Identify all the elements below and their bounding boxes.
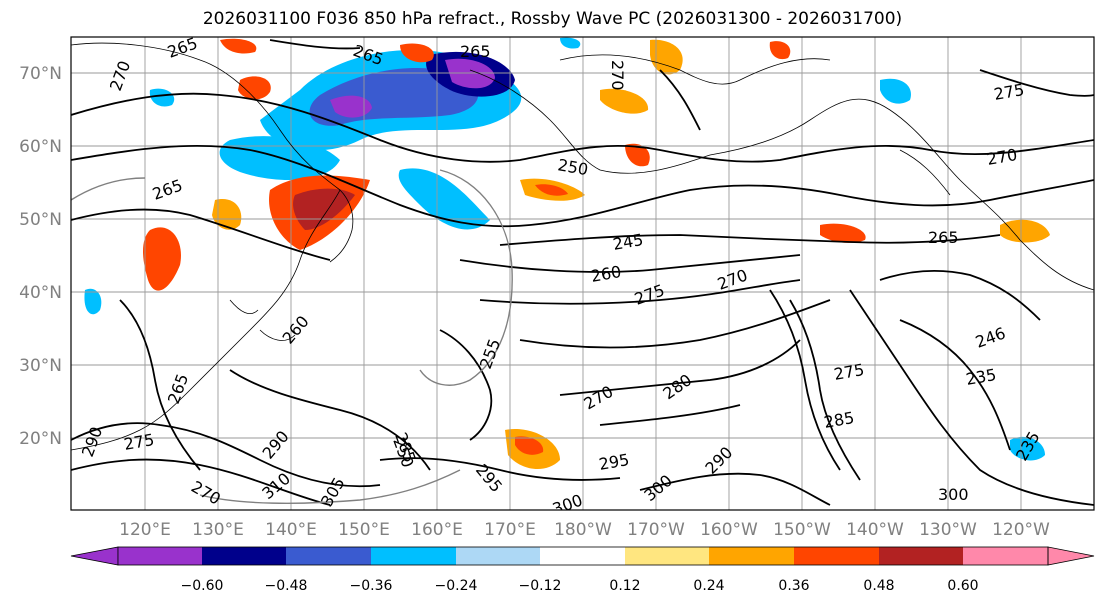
contour-label: 265	[460, 42, 491, 61]
lon-label: 180°W	[554, 520, 612, 540]
lon-label: 160°E	[411, 520, 463, 540]
colorbar-tick-label: −0.60	[181, 578, 224, 594]
colorbar-swatch	[963, 547, 1048, 565]
colorbar-tick-label: 0.24	[693, 578, 724, 594]
colorbar-swatch	[1047, 546, 1095, 566]
lon-label: 130°W	[919, 520, 977, 540]
colorbar-swatch	[625, 547, 709, 565]
lon-label: 130°E	[192, 520, 244, 540]
lat-label: 60°N	[19, 137, 62, 157]
colorbar-swatch	[794, 547, 879, 565]
lon-label: 170°E	[484, 520, 536, 540]
coastlines	[71, 42, 1094, 451]
map-frame	[70, 36, 1095, 511]
lat-label: 50°N	[19, 210, 62, 230]
colorbar-swatch	[879, 547, 963, 565]
colorbar-swatch	[540, 547, 625, 565]
colorbar-swatch	[456, 547, 540, 565]
colorbar-swatch	[371, 547, 456, 565]
colorbar-tick-label: 0.48	[863, 578, 894, 594]
lon-label: 120°W	[992, 520, 1050, 540]
colorbar-tick-label: −0.36	[350, 578, 393, 594]
graticule	[71, 37, 1094, 510]
colorbar-tick-label: 0.12	[609, 578, 640, 594]
lon-label: 150°E	[338, 520, 390, 540]
lon-label: 120°E	[119, 520, 171, 540]
lat-label: 30°N	[19, 356, 62, 376]
lon-label: 170°W	[627, 520, 685, 540]
lat-label: 20°N	[19, 429, 62, 449]
colorbar-tick-label: −0.12	[519, 578, 562, 594]
contour-label: 300	[938, 485, 969, 504]
longitude-labels: 120°E 130°E 140°E 150°E 160°E 170°E 180°…	[119, 520, 1050, 540]
lon-label: 140°W	[846, 520, 904, 540]
latitude-labels: 70°N 60°N 50°N 40°N 30°N 20°N	[19, 64, 62, 449]
map-panel: 265 265 265 270 270 265 250 245 260 275 …	[70, 36, 1095, 511]
lon-label: 160°W	[700, 520, 758, 540]
refractive-index-contours	[71, 39, 1094, 506]
colorbar-swatch	[709, 547, 794, 565]
lon-label: 140°E	[265, 520, 317, 540]
colorbar-swatch	[202, 547, 286, 565]
contour-label: 265	[928, 228, 959, 247]
lon-label: 150°W	[773, 520, 831, 540]
colorbar: −0.60 −0.48 −0.36 −0.24 −0.12 0.12 0.24 …	[70, 546, 1095, 594]
colorbar-tick-label: −0.24	[435, 578, 478, 594]
colorbar-swatch	[286, 547, 371, 565]
contour-label: 270	[608, 60, 627, 91]
colorbar-swatches	[70, 546, 1095, 566]
colorbar-tick-label: 0.60	[947, 578, 978, 594]
colorbar-tick-label: −0.48	[265, 578, 308, 594]
lat-label: 40°N	[19, 283, 62, 303]
figure-title: 2026031100 F036 850 hPa refract., Rossby…	[202, 9, 903, 29]
colorbar-swatch	[118, 547, 202, 565]
colorbar-ticks: −0.60 −0.48 −0.36 −0.24 −0.12 0.12 0.24 …	[181, 578, 979, 594]
colorbar-swatch	[70, 546, 119, 566]
lat-label: 70°N	[19, 64, 62, 84]
colorbar-outline	[117, 546, 1049, 566]
colorbar-tick-label: 0.36	[778, 578, 809, 594]
